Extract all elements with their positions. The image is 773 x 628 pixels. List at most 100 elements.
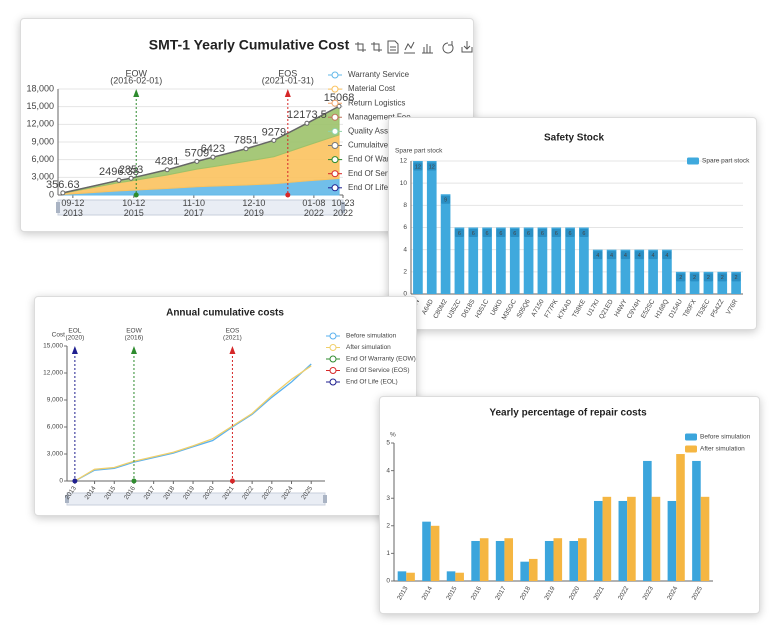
tool-line[interactable] bbox=[404, 41, 415, 54]
legend-label[interactable]: End Of Servi bbox=[348, 169, 394, 178]
value-label-box bbox=[565, 229, 575, 237]
bar bbox=[468, 227, 479, 294]
chart-title: Yearly percentage of repair costs bbox=[489, 408, 647, 419]
point bbox=[164, 167, 170, 173]
marker-arrow bbox=[133, 89, 140, 97]
slider-handle[interactable] bbox=[323, 495, 327, 503]
x-tick-label: A64D bbox=[421, 298, 435, 316]
bar bbox=[689, 271, 700, 294]
y-tick-label: 4 bbox=[386, 467, 390, 474]
marker-dot bbox=[72, 478, 78, 484]
value-label-box bbox=[676, 273, 686, 282]
legend-label[interactable]: Before simulation bbox=[700, 434, 751, 441]
legend-label[interactable]: End Of Service (EOS) bbox=[346, 367, 410, 374]
legend-label[interactable]: Material Cost bbox=[348, 84, 396, 93]
value-label: 6 bbox=[541, 231, 544, 237]
bar bbox=[675, 271, 686, 294]
bar bbox=[648, 249, 658, 294]
bar bbox=[406, 572, 415, 581]
tool-bar[interactable] bbox=[422, 44, 433, 54]
value-label: 4 bbox=[624, 253, 627, 259]
value-label-box bbox=[468, 229, 478, 237]
value-label: 5709 bbox=[185, 147, 209, 159]
slider-handle[interactable] bbox=[65, 495, 69, 503]
legend-label[interactable]: End Of War bbox=[348, 155, 390, 164]
tool-zoom-reset[interactable] bbox=[371, 42, 382, 52]
legend-label[interactable]: After simulation bbox=[346, 344, 391, 351]
legend-swatch bbox=[331, 99, 339, 107]
bar bbox=[692, 460, 701, 581]
legend-label[interactable]: End Of Life (EOL) bbox=[346, 379, 398, 386]
legend-label[interactable]: End Of Life bbox=[348, 183, 389, 192]
marker-dot bbox=[133, 192, 139, 198]
x-tick-label: K7KAD bbox=[557, 298, 574, 320]
legend-label[interactable]: Spare part stock bbox=[702, 158, 750, 165]
tool-data-view[interactable] bbox=[387, 40, 399, 54]
legend-label[interactable]: Quality Ass bbox=[348, 127, 388, 136]
value-label-box bbox=[607, 251, 617, 260]
tool-save[interactable] bbox=[461, 41, 473, 53]
marker-dot bbox=[285, 192, 291, 198]
x-tick-label: 2023 bbox=[642, 585, 655, 601]
value-label-box bbox=[510, 229, 520, 237]
y-tick-label: 15,000 bbox=[43, 343, 63, 350]
value-label: 6 bbox=[555, 231, 558, 237]
bar bbox=[662, 249, 672, 294]
legend-label[interactable]: Management Fee bbox=[348, 112, 411, 121]
value-label-box bbox=[413, 162, 423, 171]
point bbox=[194, 158, 200, 164]
value-label: 9 bbox=[444, 198, 447, 204]
y-tick-label: 6,000 bbox=[31, 154, 54, 164]
legend-swatch bbox=[329, 355, 337, 363]
tool-restore[interactable] bbox=[442, 41, 454, 54]
value-label-box bbox=[537, 229, 547, 237]
slider-handle[interactable] bbox=[341, 202, 345, 213]
marker-name: EOW bbox=[126, 328, 142, 335]
value-label: 356.63 bbox=[46, 179, 80, 191]
legend-swatch bbox=[685, 433, 697, 441]
legend-label[interactable]: End Of Warranty (EOW) bbox=[346, 356, 416, 363]
value-label-box bbox=[482, 229, 492, 237]
value-label-box bbox=[524, 229, 534, 237]
marker-name: EOS bbox=[278, 68, 297, 78]
x-tick-label: Q21ED bbox=[598, 298, 615, 320]
legend-label[interactable]: Before simulation bbox=[346, 333, 397, 340]
legend-label[interactable]: Cumulaitve bbox=[348, 141, 389, 150]
value-label-box bbox=[648, 251, 658, 260]
bar bbox=[440, 194, 451, 294]
bar bbox=[537, 227, 548, 294]
legend-label[interactable]: Warranty Service bbox=[348, 70, 410, 79]
x-tick-label: 2022 bbox=[617, 585, 630, 601]
bar bbox=[620, 249, 631, 294]
tool-zoom[interactable] bbox=[355, 42, 366, 52]
bar bbox=[717, 271, 728, 294]
bar bbox=[643, 460, 652, 581]
chart-title: Annual cumulative costs bbox=[166, 308, 284, 319]
line bbox=[62, 105, 340, 194]
x-tick-label: 11-10 2017 bbox=[183, 198, 205, 218]
marker-name: EOS bbox=[226, 328, 240, 335]
value-label: 2 bbox=[735, 275, 738, 281]
x-tick-label: 12-10 2019 bbox=[242, 198, 265, 218]
y-tick-label: 12,000 bbox=[43, 370, 63, 377]
value-label: 7851 bbox=[234, 135, 258, 147]
y-axis-label: Cost bbox=[52, 332, 66, 339]
value-label: 4281 bbox=[155, 156, 179, 168]
value-label-box bbox=[551, 229, 561, 237]
slider-handle[interactable] bbox=[56, 202, 60, 213]
legend-label[interactable]: After simulation bbox=[700, 446, 745, 453]
legend-label[interactable]: Return Logistics bbox=[348, 98, 405, 107]
point bbox=[210, 154, 216, 160]
bar bbox=[602, 496, 612, 581]
legend-swatch bbox=[329, 344, 337, 351]
value-label: 2 bbox=[679, 275, 682, 281]
repair-cost-card: Yearly percentage of repair costs 0 1 2 3 4 5… bbox=[379, 396, 760, 614]
bar bbox=[627, 496, 636, 581]
y-tick-label: 4 bbox=[403, 246, 407, 253]
legend-swatch bbox=[329, 378, 337, 386]
bar bbox=[578, 538, 587, 581]
bar bbox=[426, 161, 437, 294]
marker-dot bbox=[229, 478, 235, 484]
legend-swatch bbox=[331, 113, 339, 121]
y-tick-label: 2 bbox=[386, 523, 390, 530]
